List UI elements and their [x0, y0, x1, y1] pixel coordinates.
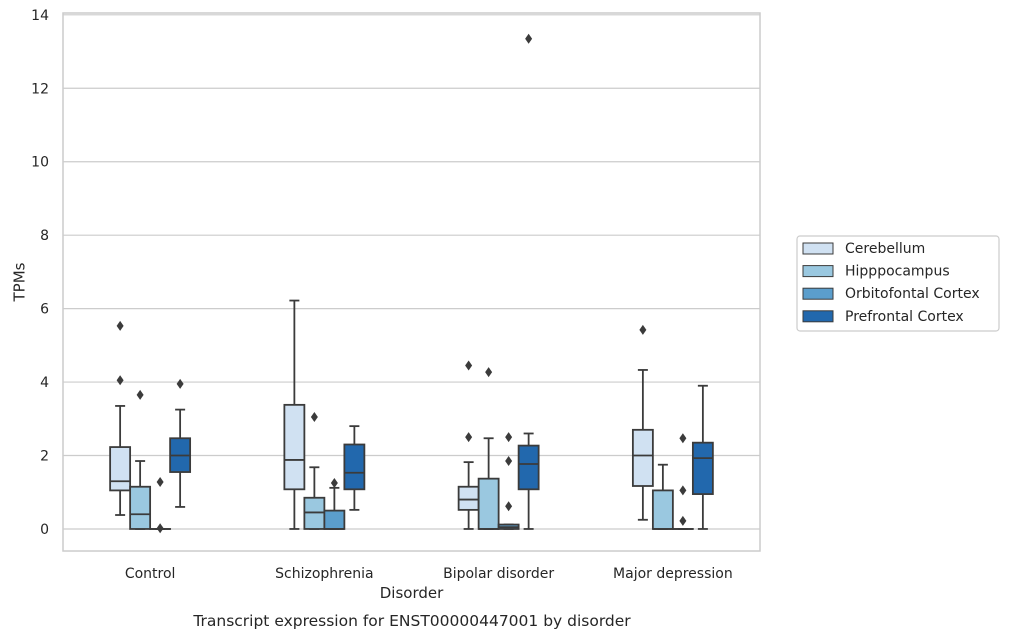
y-tick-label: 14 — [31, 8, 49, 24]
box-iqr — [517, 444, 540, 491]
box-iqr — [457, 485, 480, 511]
legend-label: Prefrontal Cortex — [845, 309, 964, 325]
box-iqr — [343, 443, 366, 491]
outlier-point — [679, 515, 687, 526]
x-tick-label: Schizophrenia — [275, 566, 373, 582]
box-iqr — [651, 489, 674, 530]
box-iqr — [631, 428, 654, 487]
outlier-point — [679, 485, 687, 496]
box-hipppocampus — [477, 367, 500, 530]
box-iqr — [129, 485, 152, 530]
box-cerebellum — [457, 360, 480, 530]
x-tick-label: Bipolar disorder — [443, 566, 554, 582]
legend-label: Orbitofontal Cortex — [845, 286, 980, 302]
x-axis-label: Disorder — [380, 584, 444, 602]
plot-area-frame — [62, 12, 761, 552]
outlier-point — [505, 432, 513, 443]
x-tick-label: Major depression — [613, 566, 733, 582]
legend-swatch — [802, 242, 834, 255]
y-tick-label: 6 — [40, 302, 49, 318]
box-series — [109, 33, 714, 534]
legend-label: Cerebellum — [845, 241, 925, 257]
y-tick-label: 2 — [40, 449, 49, 465]
outlier-point — [639, 324, 647, 335]
outlier-point — [465, 360, 473, 371]
y-tick-label: 4 — [40, 375, 49, 391]
outlier-point — [136, 389, 144, 400]
outlier-point — [465, 432, 473, 443]
outlier-point — [310, 411, 318, 422]
box-iqr — [303, 496, 326, 530]
y-tick-label: 0 — [40, 522, 49, 538]
y-tick-label: 8 — [40, 228, 49, 244]
legend-label: Hipppocampus — [845, 264, 950, 280]
outlier-point — [679, 433, 687, 444]
legend-swatch — [802, 265, 834, 278]
y-tick-label: 12 — [31, 81, 49, 97]
box-orbitofontal-cortex — [497, 432, 520, 530]
chart-caption: Transcript expression for ENST0000044700… — [192, 612, 631, 630]
box-iqr — [283, 403, 306, 491]
y-tick-label: 10 — [31, 155, 49, 171]
outlier-point — [156, 523, 164, 534]
legend: Cerebellum Hipppocampus Orbitofontal Corte… — [796, 235, 1000, 332]
outlier-point — [505, 501, 513, 512]
box-iqr — [477, 477, 500, 530]
box-iqr — [323, 509, 346, 530]
outlier-point — [156, 476, 164, 487]
outlier-point — [116, 320, 124, 331]
box-prefrontal-cortex — [691, 384, 714, 530]
y-axis-ticks: 0 2 4 6 8 10 12 14 — [31, 8, 49, 538]
box-cerebellum — [631, 324, 654, 521]
box-iqr — [691, 441, 714, 495]
outlier-point — [116, 375, 124, 386]
box-cerebellum — [109, 320, 132, 516]
legend-box — [796, 235, 1000, 332]
box-cerebellum — [283, 299, 306, 530]
box-prefrontal-cortex — [343, 425, 366, 511]
box-prefrontal-cortex — [517, 33, 540, 530]
box-hipppocampus — [303, 411, 326, 530]
x-axis-ticks: Control Schizophrenia Bipolar disorder Majo… — [125, 566, 733, 582]
legend-swatch — [802, 310, 834, 323]
outlier-point — [525, 33, 533, 44]
box-iqr — [109, 446, 132, 492]
box-orbitofontal-cortex — [671, 433, 694, 530]
outlier-point — [176, 378, 184, 389]
outlier-point — [505, 456, 513, 467]
box-orbitofontal-cortex — [149, 476, 172, 534]
x-tick-label: Control — [125, 566, 176, 582]
y-axis-label: TPMs — [11, 262, 29, 302]
box-prefrontal-cortex — [169, 378, 192, 508]
legend-swatch — [802, 287, 834, 300]
box-hipppocampus — [129, 389, 152, 530]
box-orbitofontal-cortex — [323, 478, 346, 530]
box-hipppocampus — [651, 463, 674, 530]
outlier-point — [330, 478, 338, 489]
outlier-point — [485, 367, 493, 378]
